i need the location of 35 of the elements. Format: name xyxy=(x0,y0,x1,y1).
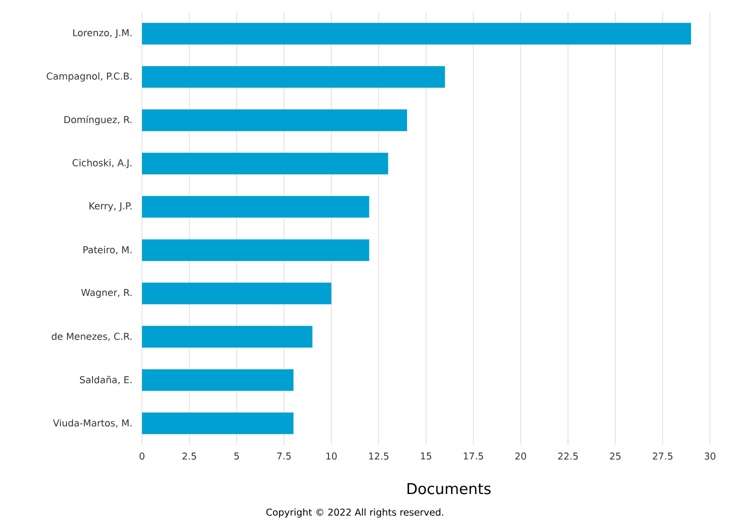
x-tick-label: 12.5 xyxy=(369,452,388,460)
y-tick-label: Cichoski, A.J. xyxy=(72,159,132,168)
text: Copyright © 2022 All rights reserved. xyxy=(266,508,444,518)
y-tick-label: Lorenzo, J.M. xyxy=(73,29,132,38)
y-tick-label: Saldaña, E. xyxy=(80,376,132,384)
y-tick-label: Wagner, R. xyxy=(81,289,132,298)
y-tick-label: Domínguez, R. xyxy=(64,115,132,126)
x-tick-label: 2.5 xyxy=(182,452,196,460)
x-tick-label: 10 xyxy=(326,452,337,460)
bar xyxy=(142,152,388,174)
y-tick-label: Pateiro, M. xyxy=(83,246,132,254)
y-tick-label: de Menezes, C.R. xyxy=(52,332,132,341)
bar xyxy=(142,22,692,44)
x-tick-label: 30 xyxy=(704,452,716,460)
x-tick-label: 7.5 xyxy=(277,452,291,460)
x-tick-label: 15 xyxy=(421,452,432,460)
x-tick-label: 22.5 xyxy=(558,452,578,460)
y-tick-label: Campagnol, P.C.B. xyxy=(46,72,132,82)
bar xyxy=(142,109,408,132)
bar xyxy=(142,66,445,88)
x-axis-title: Documents xyxy=(408,483,491,494)
bar xyxy=(142,326,312,348)
bar xyxy=(142,369,294,391)
bar xyxy=(142,239,370,261)
x-tick-label: 0 xyxy=(140,452,144,460)
bar xyxy=(142,196,370,218)
y-tick-label: Kerry, J.P. xyxy=(90,202,132,212)
x-tick-label: 20 xyxy=(515,452,526,460)
bar xyxy=(142,412,294,434)
x-tick-label: 17.5 xyxy=(464,452,484,460)
bar xyxy=(142,282,332,304)
x-tick-label: 25 xyxy=(610,452,621,460)
x-tick-label: 5 xyxy=(234,452,239,460)
y-tick-label: Viuda-Martos, M. xyxy=(52,419,132,428)
x-tick-label: 27.5 xyxy=(652,452,672,460)
